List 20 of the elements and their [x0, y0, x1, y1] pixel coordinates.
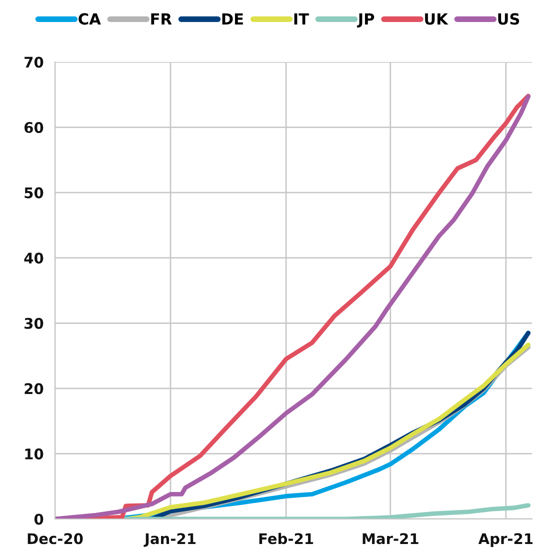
y-tick-label: 30	[24, 318, 44, 329]
y-tick-label: 50	[24, 187, 44, 198]
y-tick-label: 10	[25, 448, 44, 460]
x-tick-label: Apr-21	[478, 533, 533, 548]
legend-label: JP	[357, 13, 374, 28]
x-tick-label: Jan-21	[144, 533, 196, 547]
legend-label: CA	[78, 13, 101, 25]
x-tick-label: Mar-21	[362, 533, 418, 544]
legend-label: IT	[294, 13, 309, 25]
y-tick-label: 20	[24, 383, 44, 394]
x-tick-label: Dec-20	[28, 533, 83, 544]
legend-label: FR	[151, 13, 172, 25]
y-tick-label: 60	[24, 122, 44, 134]
y-tick-label: 70	[24, 56, 44, 68]
x-tick-label: Feb-21	[259, 532, 314, 544]
legend-label: UK	[425, 13, 448, 25]
legend-label: US	[498, 13, 520, 25]
y-tick-label: 40	[24, 252, 44, 264]
legend-label: DE	[222, 13, 243, 25]
y-tick-label: 0	[34, 514, 44, 525]
